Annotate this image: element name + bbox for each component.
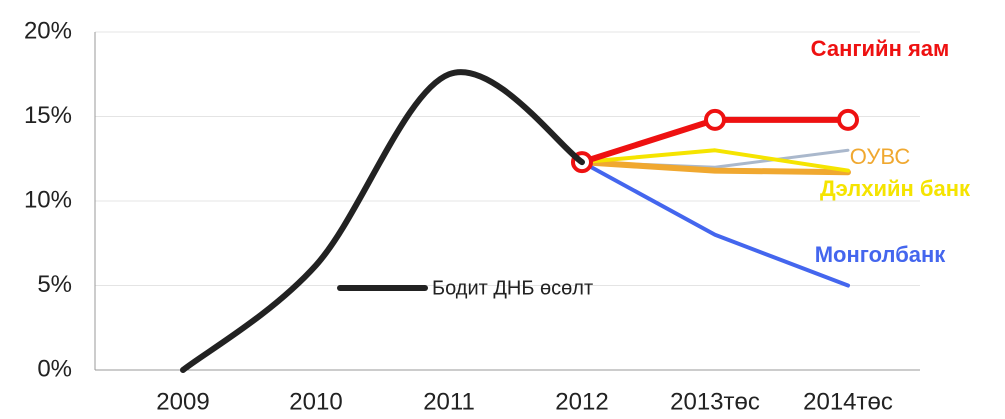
legend-label: Бодит ДНБ өсөлт — [432, 277, 593, 299]
series-line — [180, 69, 585, 373]
x-tick-label: 2011 — [423, 388, 475, 415]
y-tick-label: 0% — [37, 355, 72, 382]
x-tick-label: 2010 — [289, 388, 342, 415]
marker — [837, 108, 859, 131]
series-line — [580, 160, 850, 288]
x-tick-label: 2009 — [156, 388, 209, 415]
series-label: ОУВС — [850, 144, 911, 169]
x-tick-label: 2014төс — [803, 388, 893, 415]
x-tick-label: 2012 — [555, 388, 608, 415]
y-tick-label: 15% — [24, 102, 72, 129]
x-tick-label: 2013төс — [670, 388, 760, 415]
marker — [704, 108, 726, 131]
series-line — [580, 148, 850, 173]
series-label: Сангийн яам — [811, 36, 950, 61]
y-tick-label: 10% — [24, 186, 72, 213]
series-label: Монголбанк — [815, 242, 947, 267]
y-tick-label: 5% — [37, 271, 72, 298]
series-line — [579, 159, 851, 176]
y-tick-label: 20% — [24, 17, 72, 44]
series-label: Дэлхийн банк — [820, 176, 971, 201]
